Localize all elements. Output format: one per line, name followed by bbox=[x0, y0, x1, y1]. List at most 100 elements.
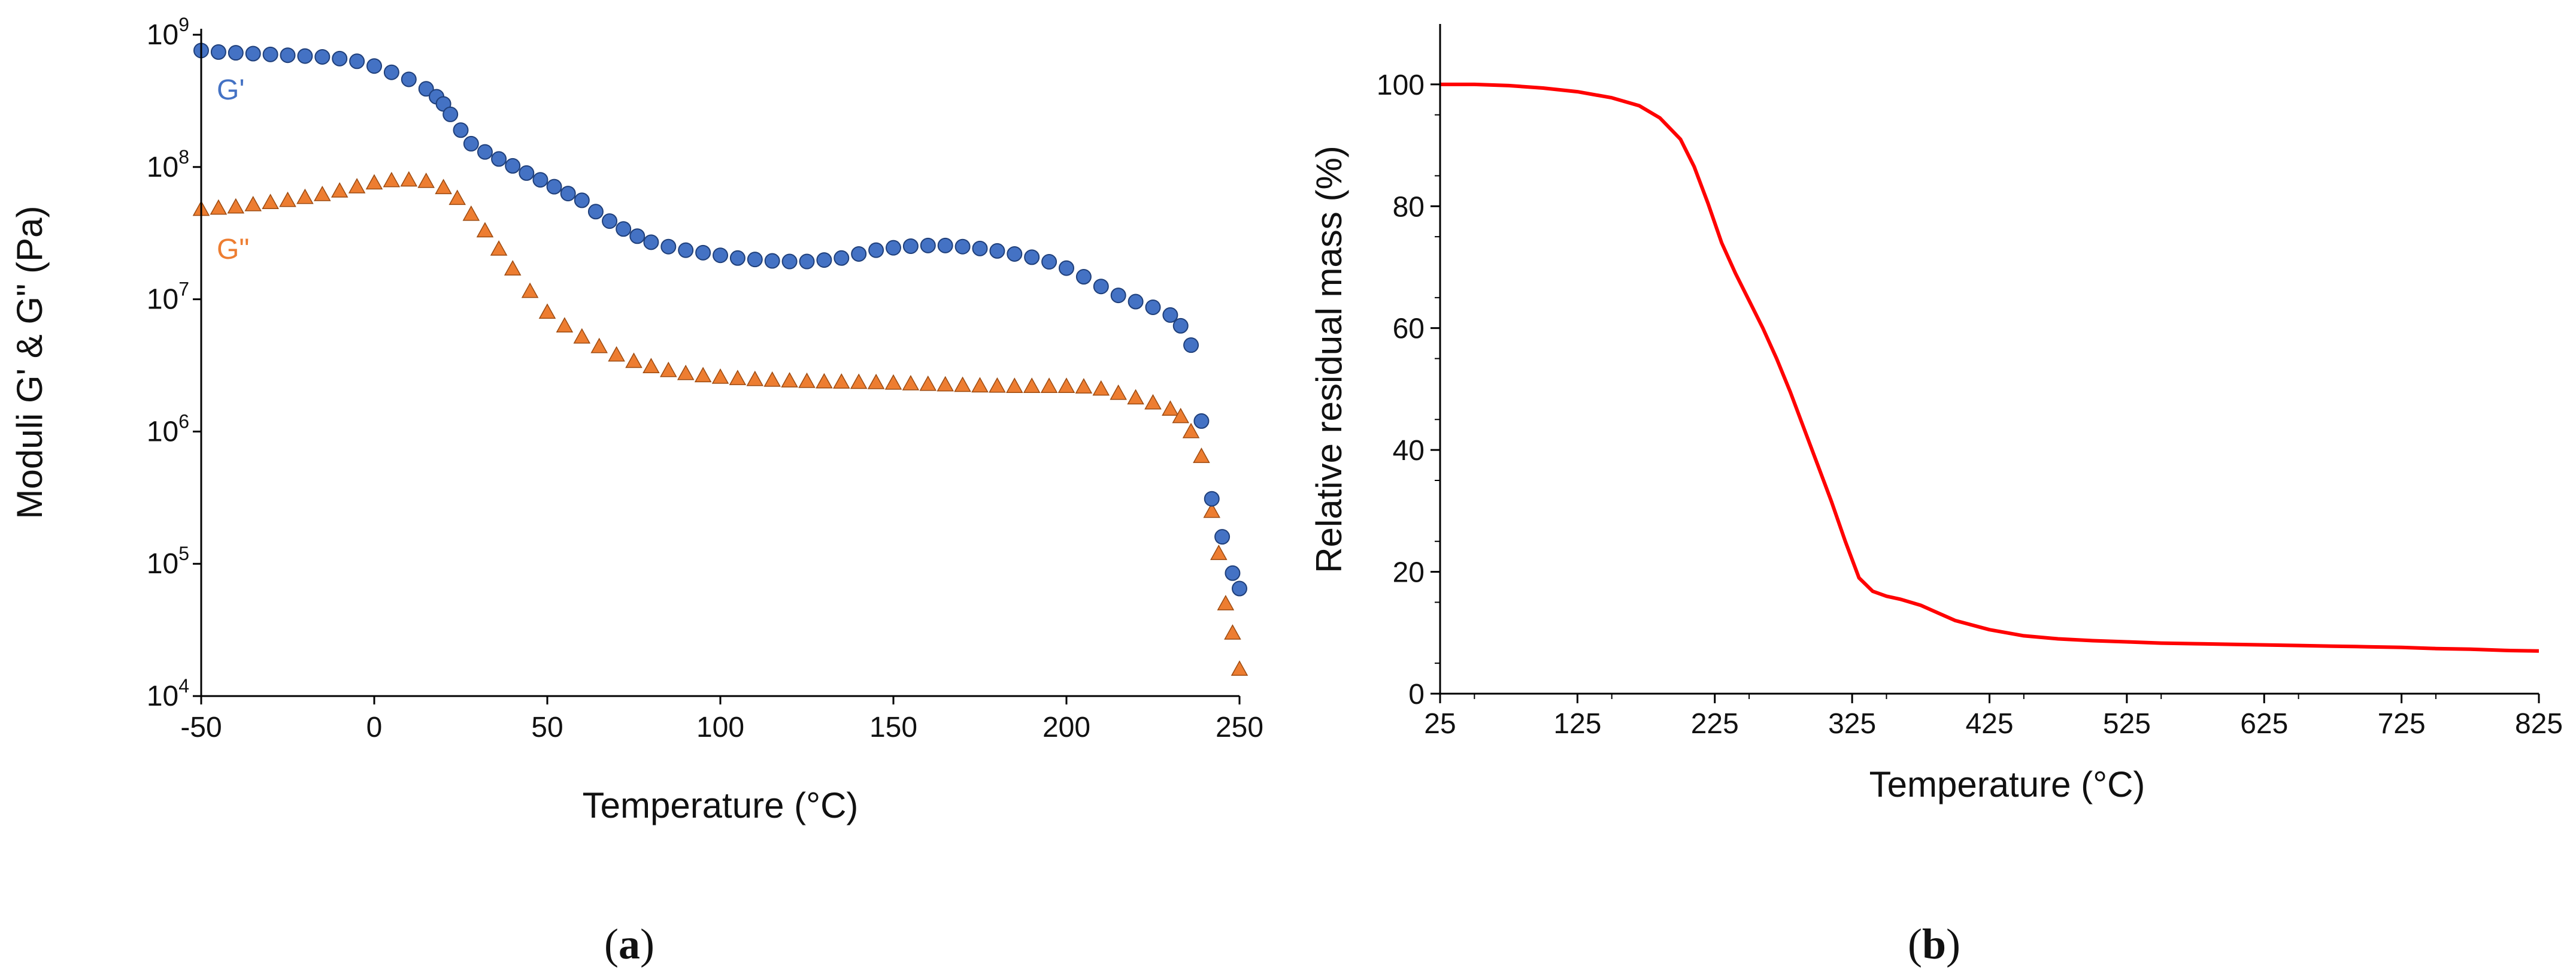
x-tick-label: 50 bbox=[531, 712, 563, 743]
g-prime-point bbox=[349, 53, 365, 69]
x-tick-label: 150 bbox=[869, 712, 917, 743]
g-prime-point bbox=[519, 165, 535, 181]
g-prime-point bbox=[210, 44, 226, 60]
g-double-prime-point bbox=[244, 195, 262, 211]
g-double-prime-point bbox=[1110, 384, 1127, 400]
g-prime-point bbox=[262, 46, 278, 62]
g-prime-point bbox=[602, 213, 618, 229]
g-double-prime-point bbox=[1127, 389, 1144, 405]
g-prime-point bbox=[1225, 565, 1241, 581]
g-double-prime-point bbox=[643, 358, 660, 374]
x-tick-label: 100 bbox=[696, 712, 744, 743]
g-double-prime-point bbox=[1023, 377, 1041, 393]
x-tick-label: -50 bbox=[180, 712, 222, 743]
g-prime-point bbox=[366, 58, 382, 74]
g-double-prime-point bbox=[1210, 545, 1228, 560]
g-prime-point bbox=[629, 228, 645, 244]
g-double-prime-point bbox=[625, 352, 643, 368]
y-tick-label: 108 bbox=[147, 146, 189, 183]
g-double-prime-point bbox=[365, 174, 383, 190]
g-prime-point bbox=[764, 253, 780, 269]
g-double-prime-point bbox=[490, 240, 508, 256]
g-prime-point bbox=[937, 237, 953, 253]
g-double-prime-point bbox=[1217, 595, 1235, 610]
g-double-prime-point bbox=[798, 372, 816, 388]
x-tick-label: 425 bbox=[1965, 708, 2013, 740]
g-prime-point bbox=[816, 252, 832, 268]
g-prime-point bbox=[886, 240, 901, 256]
g-prime-point bbox=[695, 244, 711, 261]
g-prime-point bbox=[1214, 529, 1231, 545]
g-double-prime-point bbox=[262, 193, 279, 210]
y-tick-label: 106 bbox=[147, 410, 189, 447]
g-double-prime-point bbox=[1040, 377, 1058, 393]
tga-y-axis-title: Relative residual mass (%) bbox=[1309, 146, 1349, 573]
g-double-prime-point bbox=[763, 371, 781, 387]
g-prime-point bbox=[477, 144, 493, 160]
tga-y-ticks: 0 20 40 60 80 100 bbox=[1377, 69, 1440, 710]
g-double-prime-point bbox=[348, 178, 366, 193]
rheology-chart: -50 0 50 100 150 200 250 104 105 106 107 108 109 Te… bbox=[10, 14, 1263, 968]
g-prime-point bbox=[799, 253, 815, 270]
g-double-prime-point bbox=[1203, 502, 1221, 518]
g-prime-point bbox=[1128, 294, 1144, 310]
g-double-prime-point bbox=[954, 376, 971, 392]
g-prime-point bbox=[332, 50, 348, 66]
g-prime-point bbox=[1075, 269, 1092, 285]
g-prime-point bbox=[453, 122, 469, 138]
g-prime-point bbox=[587, 204, 604, 220]
g-double-prime-point bbox=[746, 370, 764, 386]
g-double-prime-point bbox=[314, 186, 331, 201]
g-prime-point bbox=[1232, 580, 1247, 597]
rheology-y-axis-title: Moduli G' & G" (Pa) bbox=[10, 206, 50, 519]
g-double-prime-point bbox=[694, 367, 712, 383]
panel-b-label: (b) bbox=[1908, 920, 1960, 968]
g-prime-point bbox=[1041, 254, 1057, 270]
g-double-prime-point bbox=[1092, 380, 1110, 396]
g-double-prime-point bbox=[833, 373, 850, 389]
g-prime-point bbox=[1093, 279, 1109, 295]
g-prime-point bbox=[1145, 299, 1161, 315]
rheology-x-axis-title: Temperature (°C) bbox=[583, 785, 859, 825]
g-double-prime-point bbox=[573, 328, 591, 344]
g-prime-point bbox=[1204, 491, 1220, 507]
g-double-prime-point bbox=[1057, 377, 1075, 393]
g-prime-point bbox=[643, 234, 659, 250]
y-tick-label: 40 bbox=[1393, 435, 1425, 467]
g-double-prime-point bbox=[1193, 447, 1210, 463]
g-double-prime-point bbox=[590, 337, 608, 353]
panel-a-label: (a) bbox=[604, 920, 654, 968]
g-prime-point bbox=[228, 45, 244, 61]
tga-residual-mass-line bbox=[1440, 82, 2539, 653]
x-tick-label: 725 bbox=[2378, 708, 2426, 740]
y-tick-label: 20 bbox=[1393, 557, 1425, 589]
g-prime-point bbox=[1059, 260, 1074, 276]
g-prime-point bbox=[729, 250, 745, 266]
tga-chart: 25 125 225 325 425 525 625 725 825 020406080100 … bbox=[1309, 24, 2563, 968]
x-tick-label: 625 bbox=[2240, 708, 2288, 740]
g-double-prime-point bbox=[1182, 422, 1200, 438]
g-double-prime-point bbox=[296, 188, 314, 204]
g-prime-point bbox=[1162, 307, 1178, 323]
g-double-prime-point bbox=[538, 303, 556, 319]
g-double-prime-label: G" bbox=[217, 234, 249, 265]
g-double-prime-point bbox=[867, 373, 885, 389]
rheology-data-markers bbox=[192, 43, 1248, 676]
x-tick-label: 825 bbox=[2515, 708, 2563, 740]
tga-x-ticks: 25 125 225 325 425 525 625 725 825 bbox=[1424, 694, 2563, 740]
g-prime-point bbox=[851, 246, 867, 262]
g-prime-point bbox=[747, 252, 763, 268]
g-double-prime-point bbox=[210, 199, 228, 215]
g-prime-point bbox=[972, 240, 988, 256]
g-double-prime-point bbox=[1144, 394, 1162, 410]
g-double-prime-point bbox=[971, 377, 989, 393]
g-prime-label: G' bbox=[217, 74, 245, 106]
g-prime-point bbox=[902, 238, 919, 254]
g-double-prime-point bbox=[383, 171, 401, 187]
x-tick-label: 0 bbox=[366, 712, 383, 743]
g-double-prime-point bbox=[884, 374, 902, 390]
x-tick-label: 525 bbox=[2103, 708, 2151, 740]
g-prime-point bbox=[532, 172, 548, 188]
x-tick-label: 200 bbox=[1042, 712, 1090, 743]
g-prime-point bbox=[383, 64, 399, 80]
